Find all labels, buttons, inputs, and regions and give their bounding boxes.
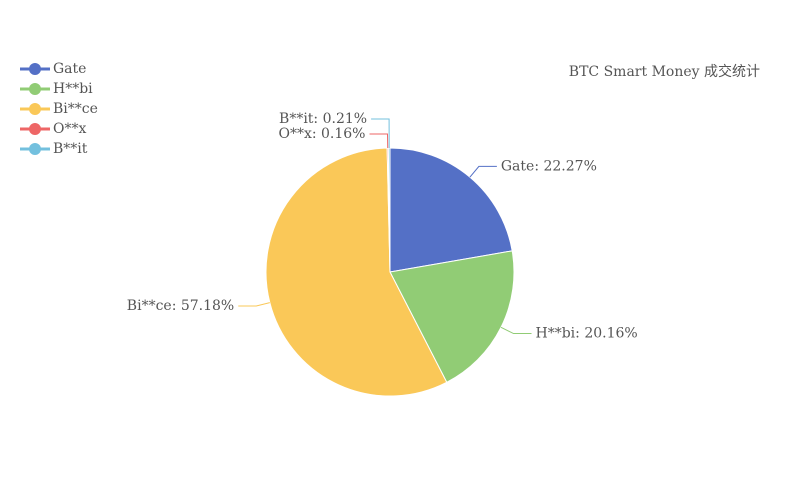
pie-slice <box>387 147 391 273</box>
legend-label: Bi**ce <box>53 101 98 117</box>
legend-label: O**x <box>53 121 86 137</box>
pie-slice <box>389 147 513 273</box>
pie-slice <box>389 250 515 383</box>
legend-marker <box>29 123 41 135</box>
data-label: B**it: 0.21% <box>279 111 367 127</box>
legend-label: Gate <box>53 61 86 77</box>
label-line <box>371 118 390 149</box>
data-label: Gate: 22.27% <box>501 158 597 174</box>
legend-marker <box>29 63 41 75</box>
label-line <box>369 133 389 149</box>
data-label: H**bi: 20.16% <box>536 326 638 342</box>
legend-marker <box>29 83 41 95</box>
data-label: O**x: 0.16% <box>278 126 365 142</box>
label-line <box>500 326 532 335</box>
legend-label: B**it <box>53 141 88 157</box>
legend-label: H**bi <box>53 81 93 97</box>
data-label: Bi**ce: 57.18% <box>127 298 234 314</box>
label-line <box>469 165 497 178</box>
legend-marker <box>29 143 41 155</box>
legend-marker <box>29 103 41 115</box>
label-line <box>238 302 270 307</box>
pie-slice <box>265 147 448 397</box>
chart-title: BTC Smart Money 成交统计 <box>569 63 760 80</box>
